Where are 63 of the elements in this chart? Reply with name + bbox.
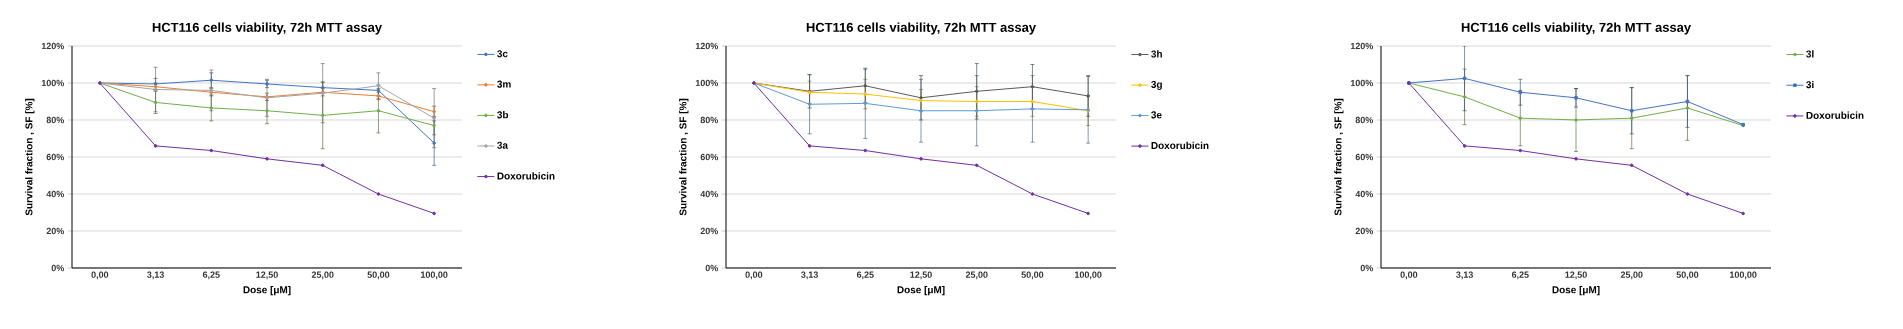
legend-label: 3g <box>1151 80 1162 90</box>
x-tick-label: 25,00 <box>1620 271 1643 280</box>
x-tick-label: 100,00 <box>1075 271 1102 280</box>
y-tick-label: 80% <box>46 116 64 124</box>
y-tick-label: 40% <box>1355 190 1373 198</box>
legend-label: Doxorubicin <box>1151 141 1209 150</box>
legend-label: 3i <box>1806 80 1814 89</box>
y-tick-label: 120% <box>695 42 718 50</box>
chart-title: HCT116 cells viability, 72h MTT assay <box>1461 22 1691 35</box>
y-tick-label: 100% <box>695 79 718 87</box>
x-tick-label: 0,00 <box>1400 271 1418 280</box>
x-tick-label: 6,25 <box>202 271 220 280</box>
y-axis-title: Survival fraction , SF [%] <box>679 98 689 216</box>
y-tick-label: 0% <box>51 264 64 272</box>
x-tick-label: 25,00 <box>965 271 988 280</box>
legend-label: 3b <box>497 111 509 119</box>
y-axis-title: Survival fraction , SF [%] <box>1334 98 1344 216</box>
y-tick-label: 80% <box>1355 116 1373 124</box>
x-tick-label: 3,13 <box>147 271 164 280</box>
y-tick-label: 120% <box>41 42 64 50</box>
y-tick-label: 60% <box>700 153 718 161</box>
y-tick-label: 20% <box>700 227 718 235</box>
x-tick-label: 100,00 <box>420 271 448 280</box>
x-tick-label: 6,25 <box>1511 271 1529 280</box>
legend-label: Doxorubicin <box>497 172 555 180</box>
x-tick-label: 12,50 <box>256 271 278 280</box>
legend-label: 3l <box>1806 50 1814 58</box>
x-tick-label: 12,50 <box>1565 271 1587 280</box>
y-tick-label: 60% <box>1355 153 1373 161</box>
x-axis-title: Dose [μM] <box>1552 286 1600 296</box>
legend-label: 3e <box>1151 111 1162 119</box>
legend-label: Doxorubicin <box>1806 111 1864 119</box>
y-tick-label: 120% <box>1350 42 1373 50</box>
x-tick-label: 25,00 <box>311 271 334 280</box>
legend-label: 3c <box>497 50 508 58</box>
legend-label: 3a <box>497 141 509 149</box>
y-tick-label: 60% <box>46 153 64 161</box>
y-tick-label: 0% <box>1360 264 1374 272</box>
x-tick-label: 3,13 <box>801 271 818 280</box>
legend-label: 3h <box>1151 50 1162 58</box>
x-tick-label: 50,00 <box>1021 271 1044 280</box>
x-tick-label: 12,50 <box>910 271 932 280</box>
y-tick-label: 80% <box>700 116 718 124</box>
x-tick-label: 50,00 <box>367 271 390 280</box>
x-tick-label: 0,00 <box>745 271 763 280</box>
x-axis-title: Dose [μM] <box>243 286 291 296</box>
y-tick-label: 40% <box>700 190 718 198</box>
x-tick-label: 3,13 <box>1456 271 1473 280</box>
x-tick-label: 6,25 <box>856 271 874 280</box>
legend-label: 3m <box>497 80 511 88</box>
y-tick-label: 100% <box>1350 79 1373 87</box>
y-tick-label: 40% <box>46 190 64 198</box>
y-tick-label: 20% <box>1355 227 1373 235</box>
chart-title: HCT116 cells viability, 72h MTT assay <box>152 22 382 35</box>
x-tick-label: 50,00 <box>1676 271 1699 280</box>
x-axis-title: Dose [μM] <box>897 286 945 296</box>
y-tick-label: 20% <box>46 227 64 235</box>
y-tick-label: 0% <box>705 264 718 272</box>
x-tick-label: 0,00 <box>91 271 109 280</box>
x-tick-label: 100,00 <box>1730 271 1757 280</box>
y-axis-title: Survival fraction , SF [%] <box>25 98 35 216</box>
chart-title: HCT116 cells viability, 72h MTT assay <box>806 22 1036 35</box>
y-tick-label: 100% <box>41 79 64 87</box>
